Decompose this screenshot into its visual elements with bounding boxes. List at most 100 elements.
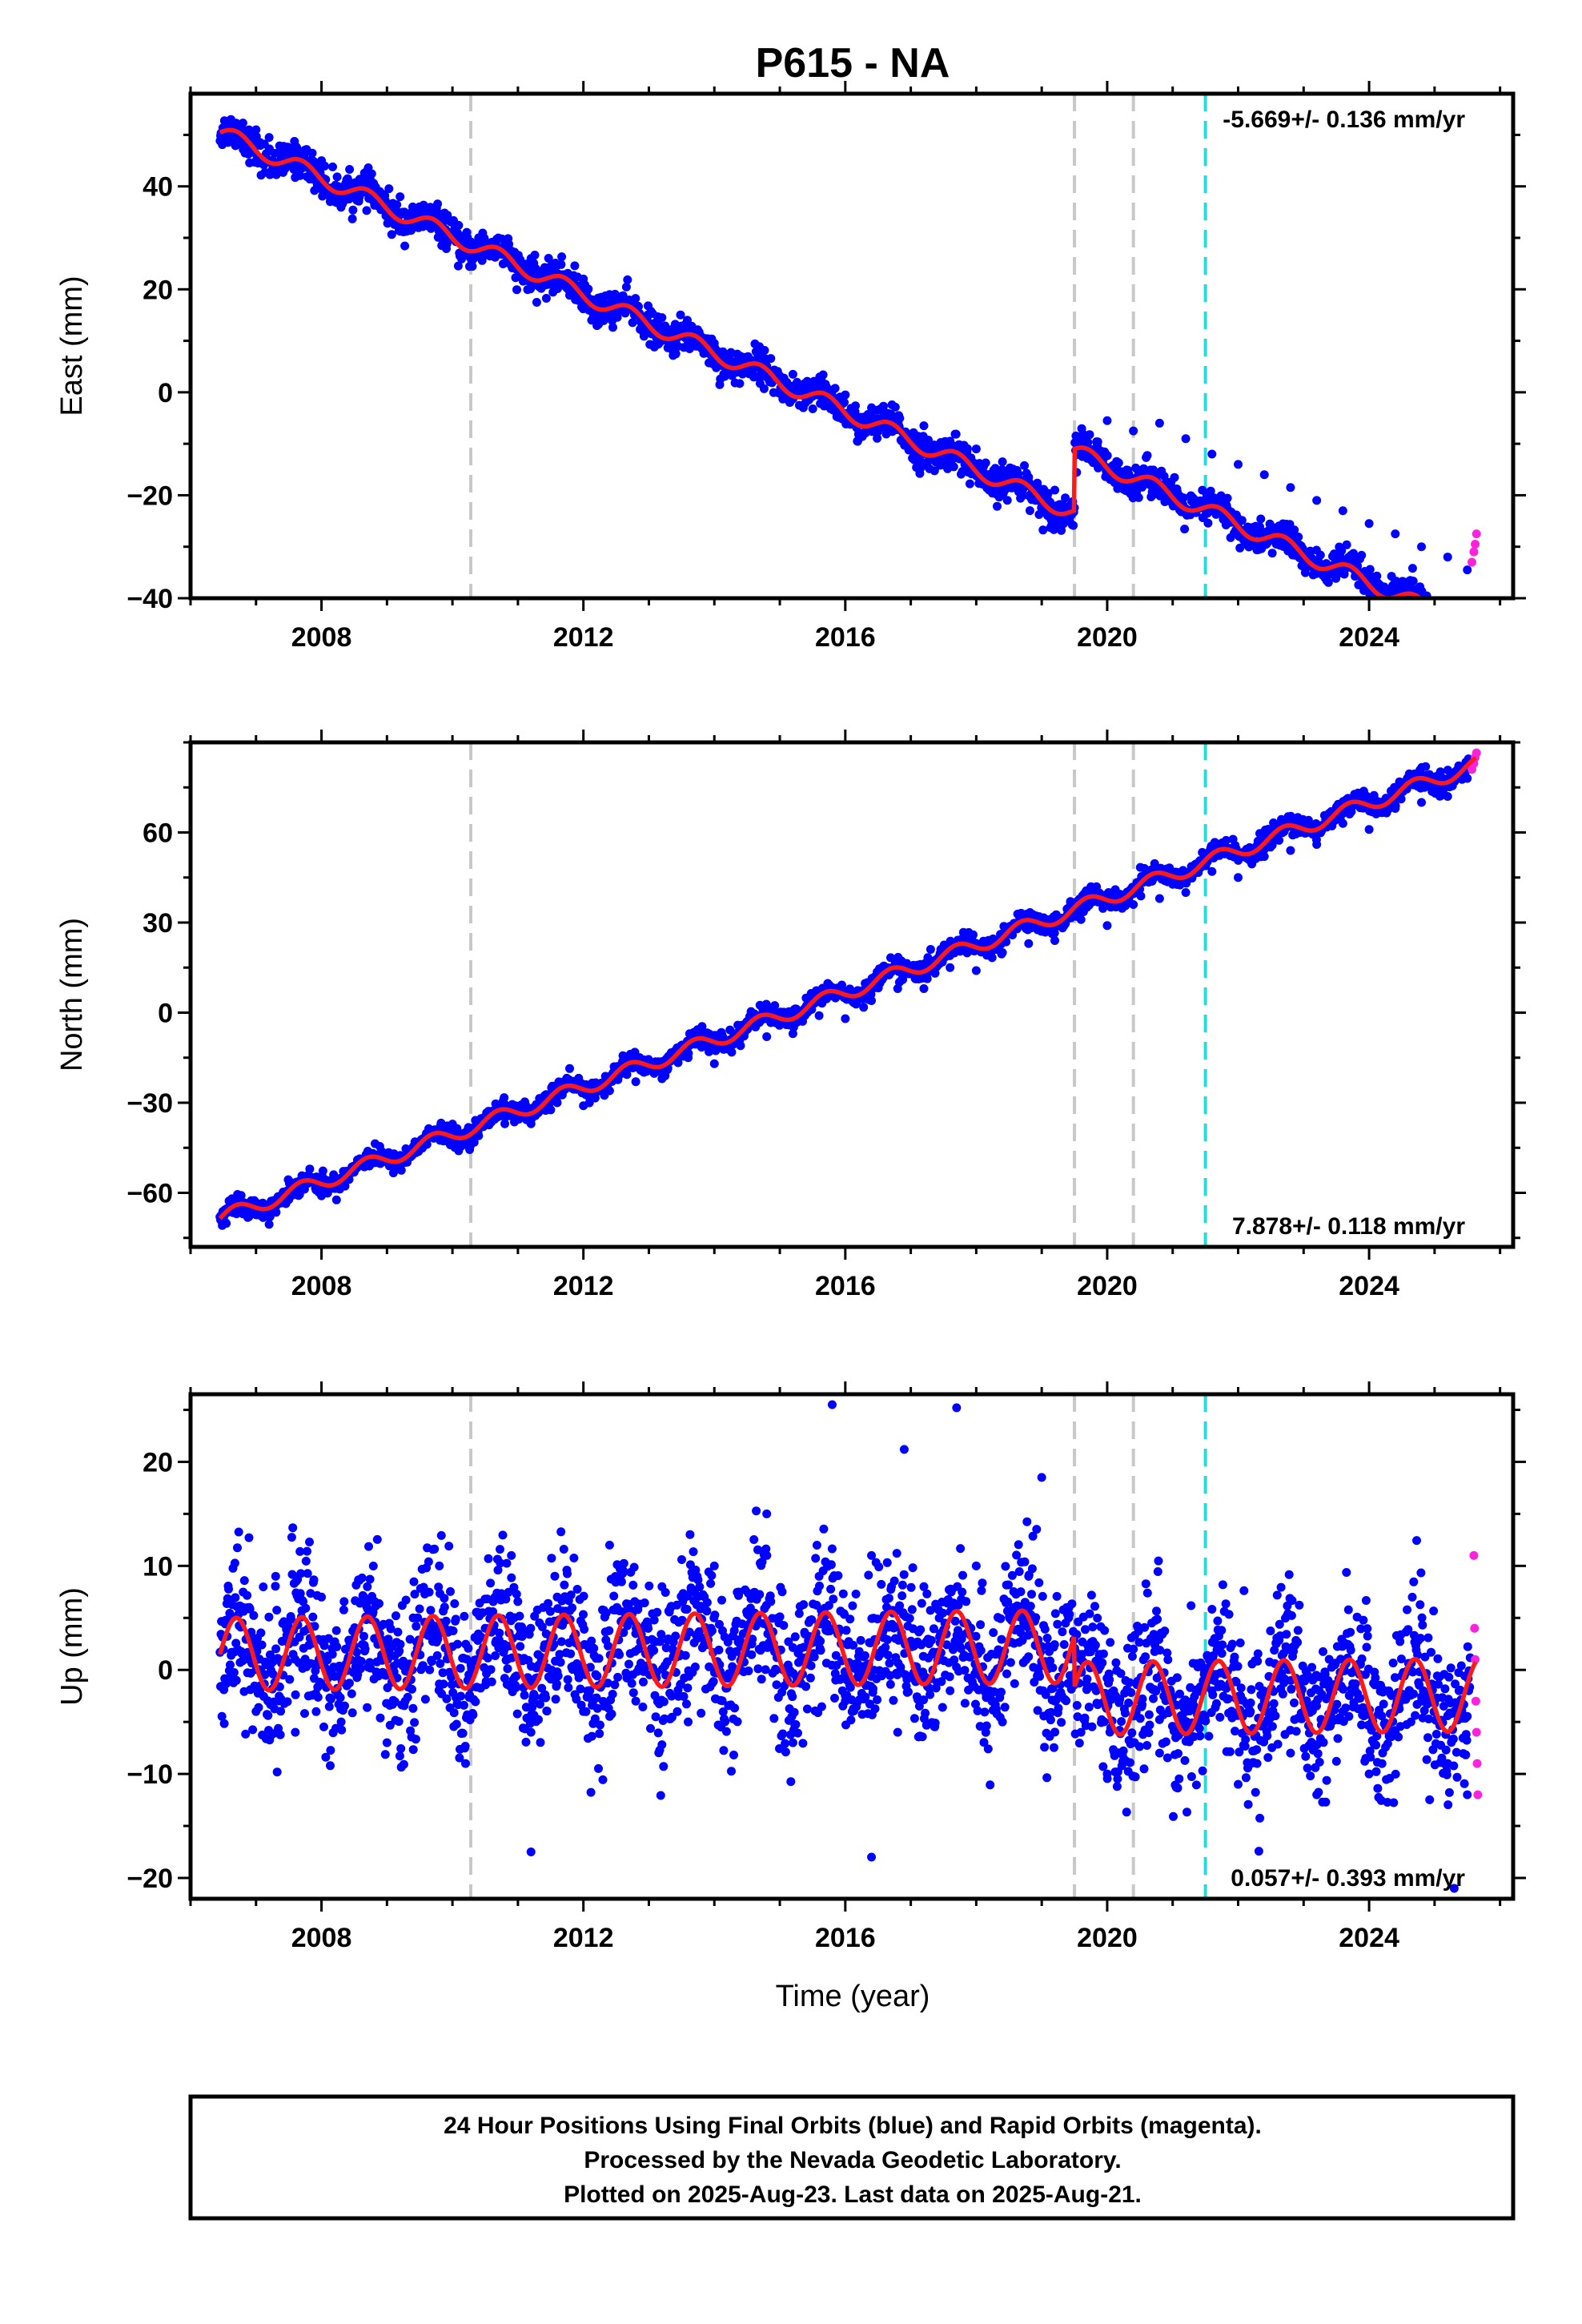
final-orbit-point bbox=[788, 369, 797, 379]
final-orbit-point bbox=[1102, 416, 1112, 425]
final-orbit-point bbox=[1076, 434, 1086, 444]
final-orbit-point bbox=[301, 1603, 311, 1613]
final-orbit-point bbox=[623, 275, 632, 284]
final-orbit-point bbox=[584, 284, 593, 294]
final-orbit-point bbox=[1312, 840, 1322, 849]
final-orbit-point bbox=[311, 1707, 321, 1716]
final-orbit-point bbox=[347, 1689, 356, 1699]
final-orbit-point bbox=[328, 162, 337, 171]
final-orbit-point bbox=[1275, 835, 1284, 845]
final-orbit-point bbox=[224, 1584, 233, 1594]
y-tick-label: 40 bbox=[143, 172, 173, 203]
final-orbit-point bbox=[332, 1642, 342, 1651]
final-orbit-point bbox=[326, 1761, 335, 1771]
final-orbit-point bbox=[1178, 493, 1188, 503]
final-orbit-point bbox=[238, 1209, 247, 1219]
final-orbit-point bbox=[579, 274, 588, 283]
final-orbit-point bbox=[259, 1582, 268, 1591]
final-orbit-point bbox=[303, 1546, 311, 1556]
final-orbit-point bbox=[360, 1644, 370, 1654]
y-tick-label: 0 bbox=[158, 999, 173, 1029]
final-orbit-point bbox=[231, 1675, 241, 1685]
final-orbit-point bbox=[500, 241, 510, 251]
final-orbit-point bbox=[263, 1711, 273, 1720]
final-orbit-point bbox=[384, 184, 394, 194]
x-tick-label: 2008 bbox=[291, 1271, 352, 1301]
final-orbit-point bbox=[303, 1569, 312, 1578]
final-orbit-point bbox=[1256, 514, 1266, 524]
final-orbit-point bbox=[226, 1660, 235, 1670]
final-orbit-point bbox=[969, 930, 978, 939]
final-orbit-point bbox=[1136, 891, 1146, 901]
final-orbit-point bbox=[1129, 900, 1138, 909]
x-tick-label: 2016 bbox=[815, 622, 876, 653]
final-orbit-point bbox=[500, 1119, 510, 1128]
final-orbit-point bbox=[243, 1590, 252, 1600]
final-orbit-point bbox=[1364, 825, 1374, 834]
final-orbit-point bbox=[285, 1675, 295, 1684]
final-orbit-point bbox=[1315, 550, 1325, 560]
final-orbit-point bbox=[1443, 553, 1452, 562]
final-orbit-point bbox=[1043, 489, 1053, 498]
final-orbit-point bbox=[295, 171, 305, 180]
final-orbit-point bbox=[257, 1640, 267, 1650]
final-orbit-point bbox=[788, 1029, 797, 1039]
final-orbit-point bbox=[1024, 939, 1034, 948]
final-orbit-point bbox=[1237, 516, 1247, 525]
final-orbit-point bbox=[840, 398, 849, 407]
final-orbit-point bbox=[1050, 936, 1060, 945]
final-orbit-point bbox=[1407, 564, 1417, 573]
final-orbit-point bbox=[1002, 496, 1012, 505]
final-orbit-point bbox=[1223, 493, 1232, 503]
x-tick-label: 2016 bbox=[815, 1271, 876, 1301]
final-orbit-point bbox=[339, 1597, 349, 1606]
final-orbit-point bbox=[356, 1657, 366, 1666]
final-orbit-point bbox=[1019, 490, 1029, 500]
final-orbit-point bbox=[981, 458, 990, 468]
final-orbit-point bbox=[331, 1195, 341, 1204]
final-orbit-point bbox=[657, 1074, 667, 1084]
final-orbit-point bbox=[277, 144, 287, 154]
final-orbit-point bbox=[288, 1523, 298, 1533]
rapid-orbit-point bbox=[1467, 557, 1476, 567]
plot-frame bbox=[188, 91, 1516, 601]
final-orbit-point bbox=[1180, 525, 1190, 534]
final-orbit-point bbox=[552, 284, 562, 293]
final-orbit-point bbox=[313, 1692, 323, 1702]
y-tick-label: −30 bbox=[126, 1088, 173, 1119]
final-orbit-point bbox=[387, 230, 396, 239]
final-orbit-point bbox=[761, 999, 771, 1009]
final-orbit-point bbox=[244, 1533, 254, 1542]
final-orbit-point bbox=[500, 1093, 509, 1103]
final-orbit-point bbox=[1061, 493, 1070, 503]
final-orbit-point bbox=[363, 1703, 372, 1712]
final-orbit-point bbox=[998, 457, 1007, 467]
final-orbit-point bbox=[344, 1679, 354, 1688]
final-orbit-point bbox=[930, 466, 939, 476]
final-orbit-point bbox=[271, 1582, 280, 1591]
final-orbit-point bbox=[676, 310, 685, 320]
y-tick-label: 20 bbox=[143, 275, 173, 305]
final-orbit-point bbox=[1267, 549, 1277, 558]
final-orbit-point bbox=[327, 1650, 337, 1659]
final-orbit-point bbox=[808, 404, 817, 413]
final-orbit-point bbox=[709, 339, 719, 348]
final-orbit-point bbox=[873, 433, 882, 443]
final-orbit-point bbox=[1134, 493, 1143, 502]
final-orbit-point bbox=[1206, 486, 1215, 496]
final-orbit-point bbox=[526, 1119, 536, 1128]
final-orbit-point bbox=[1417, 542, 1427, 552]
final-orbit-point bbox=[770, 1001, 780, 1011]
plot-area bbox=[215, 94, 1481, 598]
final-orbit-point bbox=[1076, 915, 1086, 924]
final-orbit-point bbox=[271, 1644, 281, 1654]
rapid-orbit-point bbox=[1472, 529, 1481, 539]
final-orbit-point bbox=[326, 1746, 335, 1755]
final-orbit-point bbox=[628, 318, 637, 328]
final-orbit-point bbox=[1102, 921, 1112, 931]
final-orbit-point bbox=[709, 1059, 719, 1068]
final-orbit-point bbox=[249, 1610, 259, 1620]
final-orbit-point bbox=[818, 370, 828, 380]
final-orbit-point bbox=[971, 966, 981, 975]
